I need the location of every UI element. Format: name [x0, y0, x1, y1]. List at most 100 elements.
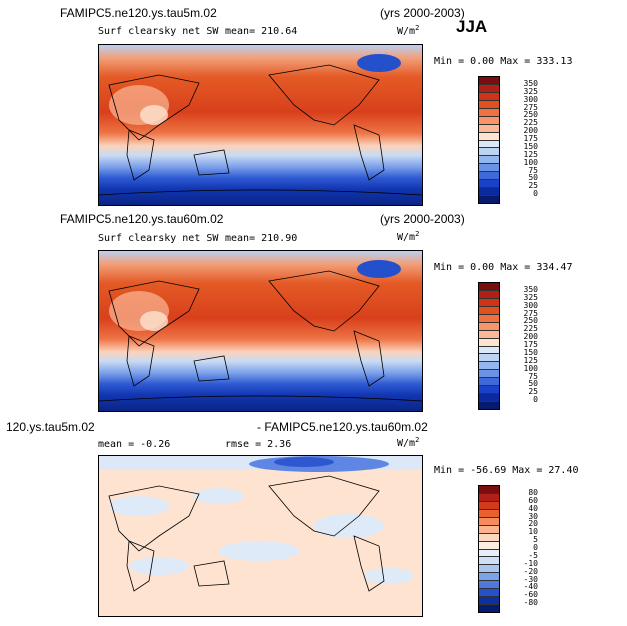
colorbar-swatch [479, 179, 499, 188]
colorbar-swatch [479, 195, 499, 203]
colorbar-level-label: 200 [523, 126, 538, 136]
colorbar-level-label: 60 [528, 495, 538, 505]
colorbar-swatch [479, 385, 499, 394]
colorbar-level-label: 175 [523, 340, 538, 349]
colorbar-swatch [479, 297, 499, 306]
colorbar-swatch [479, 131, 499, 140]
panel3-mean: mean = -0.26 [98, 439, 171, 450]
colorbar-level-label: 80 [528, 487, 538, 497]
colorbar-swatch [479, 313, 499, 322]
colorbar-level-label: 350 [523, 78, 538, 88]
colorbar-swatch [479, 393, 499, 402]
colorbar-level-label: 75 [528, 165, 538, 175]
colorbar-level-label: 350 [523, 284, 538, 294]
colorbar-level-label: 75 [528, 371, 538, 381]
colorbar-level-label: 0 [533, 189, 538, 199]
colorbar-level-label: 0 [533, 395, 538, 405]
colorbar-level-label: -60 [523, 590, 538, 600]
colorbar-swatch [479, 401, 499, 409]
colorbar-swatch [479, 321, 499, 330]
colorbar-swatch [479, 377, 499, 386]
colorbar-swatch [479, 115, 499, 124]
colorbar-level-label: 0 [533, 543, 538, 552]
panel2-map [98, 250, 423, 412]
panel1-units: W/m2 [397, 24, 420, 37]
colorbar-swatch [479, 91, 499, 100]
colorbar-level-label: 50 [528, 173, 538, 183]
colorbar-swatch [479, 99, 499, 108]
colorbar-level-label: 175 [523, 134, 538, 143]
colorbar-swatch [479, 556, 499, 565]
panel3-case-title-left: 120.ys.tau5m.02 [6, 420, 95, 434]
colorbar-swatch [479, 596, 499, 605]
panel3-rmse: rmse = 2.36 [225, 439, 292, 450]
colorbar-swatch [479, 369, 499, 378]
colorbar-swatch [479, 532, 499, 541]
colorbar-swatch [479, 345, 499, 354]
panel2-mean: mean= 210.90 [225, 233, 298, 244]
colorbar-swatch [479, 139, 499, 148]
panel2-case-title: FAMIPC5.ne120.ys.tau60m.02 [60, 212, 224, 226]
panel3-colorbar-labels: 80 60 40 30 20 10 5 0 -5 -10 -20 -30 -40 -60 -80 [478, 485, 538, 611]
colorbar-level-label: 225 [523, 118, 538, 128]
colorbar-level-label: 225 [523, 324, 538, 334]
colorbar-swatch [479, 564, 499, 573]
colorbar-level-label: 125 [523, 149, 538, 159]
colorbar-swatch [479, 604, 499, 612]
colorbar-level-label: -10 [523, 558, 538, 568]
panel1-subtitle: Surf clearsky net SW [98, 26, 219, 37]
panel2-units: W/m2 [397, 230, 420, 243]
colorbar-level-label: 5 [533, 535, 538, 545]
colorbar-level-label: -20 [523, 566, 538, 576]
colorbar-level-label: 10 [528, 527, 538, 537]
panel2-minmax: Min = 0.00 Max = 334.47 [434, 262, 573, 273]
colorbar-swatch [479, 187, 499, 196]
colorbar-level-label: 250 [523, 110, 538, 120]
colorbar-swatch [479, 283, 499, 290]
panel1-minmax: Min = 0.00 Max = 333.13 [434, 56, 573, 67]
colorbar-swatch [479, 353, 499, 362]
panel2-years: (yrs 2000-2003) [380, 212, 465, 226]
colorbar-swatch [479, 361, 499, 370]
panel1-colorbar [478, 76, 500, 204]
colorbar-swatch [479, 171, 499, 180]
colorbar-swatch [479, 572, 499, 581]
colorbar-level-label: 30 [528, 511, 538, 521]
colorbar-swatch [479, 588, 499, 597]
colorbar-level-label: 300 [523, 300, 538, 310]
colorbar-swatch [479, 123, 499, 132]
colorbar-level-label: 150 [523, 141, 538, 151]
panel2-subtitle: Surf clearsky net SW [98, 233, 219, 244]
colorbar-level-label: 125 [523, 355, 538, 365]
colorbar-swatch [479, 508, 499, 517]
colorbar-swatch [479, 305, 499, 314]
colorbar-level-label: -30 [523, 574, 538, 584]
colorbar-swatch [479, 155, 499, 164]
colorbar-level-label: -40 [523, 582, 538, 592]
colorbar-swatch [479, 329, 499, 338]
colorbar-swatch [479, 548, 499, 557]
colorbar-level-label: 25 [528, 387, 538, 397]
colorbar-level-label: 50 [528, 379, 538, 389]
panel2-colorbar [478, 282, 500, 410]
colorbar-swatch [479, 163, 499, 172]
colorbar-level-label: 100 [523, 157, 538, 167]
colorbar-swatch [479, 77, 499, 84]
season-label: JJA [456, 17, 488, 36]
colorbar-level-label: -80 [523, 598, 538, 608]
panel3-map-field [99, 456, 422, 616]
colorbar-level-label: 250 [523, 316, 538, 326]
colorbar-swatch [479, 516, 499, 525]
colorbar-swatch [479, 540, 499, 549]
colorbar-swatch [479, 337, 499, 346]
colorbar-swatch [479, 492, 499, 501]
panel1-case-title: FAMIPC5.ne120.ys.tau5m.02 [60, 6, 217, 20]
colorbar-swatch [479, 83, 499, 92]
colorbar-level-label: 100 [523, 363, 538, 373]
colorbar-swatch [479, 147, 499, 156]
panel3-units: W/m2 [397, 436, 420, 449]
panel1-map [98, 44, 423, 206]
colorbar-level-label: 25 [528, 181, 538, 191]
panel3-minmax: Min = -56.69 Max = 27.40 [434, 465, 579, 476]
panel1-map-field [99, 45, 422, 205]
